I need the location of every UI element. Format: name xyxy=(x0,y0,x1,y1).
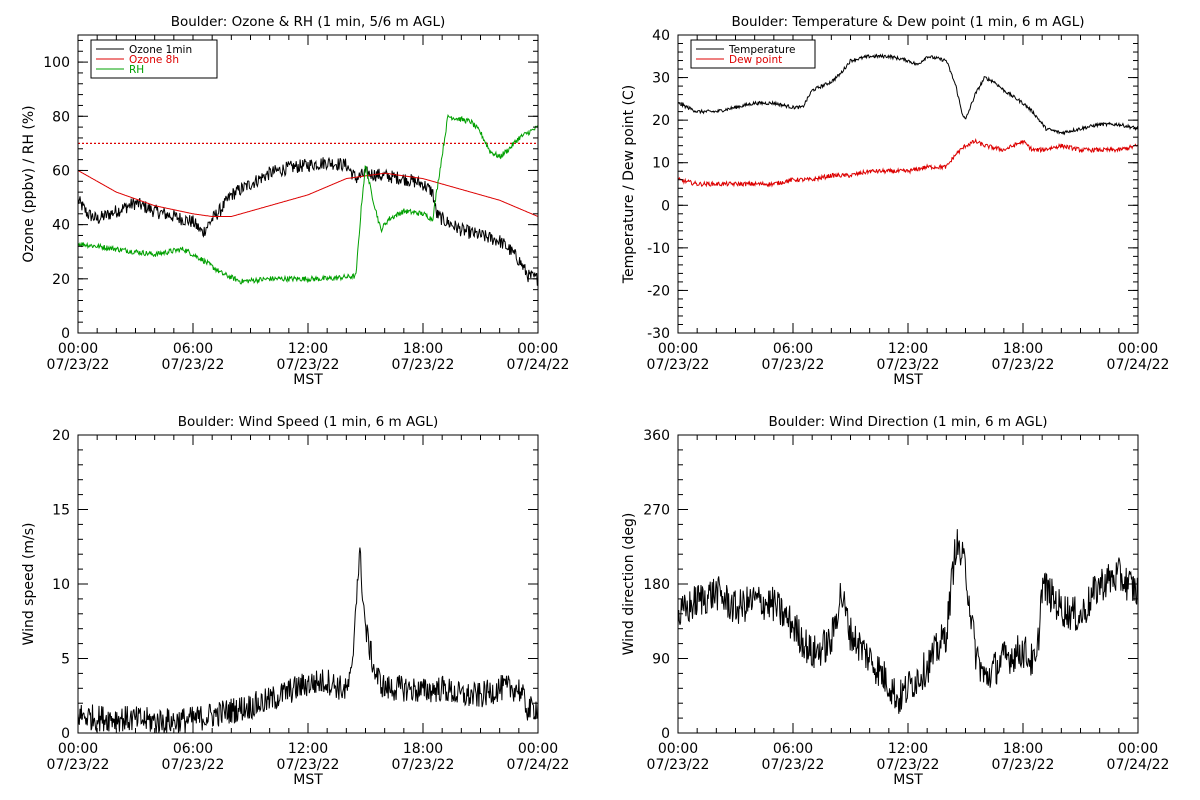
series-line-0 xyxy=(677,53,1139,136)
y-tick-label: 5 xyxy=(61,652,70,668)
x-tick-label-time: 12:00 xyxy=(888,741,928,757)
y-axis-label: Wind speed (m/s) xyxy=(21,523,37,646)
y-tick-label: 0 xyxy=(61,326,70,342)
x-tick-label-time: 00:00 xyxy=(518,741,558,757)
y-tick-label: -30 xyxy=(647,326,670,342)
x-tick-label-date: 07/23/22 xyxy=(392,357,455,373)
x-tick-label-date: 07/24/22 xyxy=(507,757,570,773)
series-line-2 xyxy=(78,113,539,285)
chart-title: Boulder: Wind Speed (1 min, 6 m AGL) xyxy=(178,414,438,430)
chart-panel-0: Boulder: Ozone & RH (1 min, 5/6 m AGL) 0 2… xyxy=(21,14,569,388)
y-axis-label: Temperature / Dew point (C) xyxy=(621,85,637,284)
x-tick-label-date: 07/23/22 xyxy=(647,757,710,773)
y-tick-label: 40 xyxy=(652,28,670,44)
x-axis-label: MST xyxy=(293,372,323,388)
y-axis-label: Ozone (ppbv) / RH (%) xyxy=(21,105,37,262)
x-tick-label-time: 00:00 xyxy=(58,741,98,757)
y-tick-label: 0 xyxy=(661,726,670,742)
y-tick-label: 270 xyxy=(643,503,670,519)
legend-label: Temperature xyxy=(728,44,796,56)
y-tick-label: 10 xyxy=(52,577,70,593)
legend-label: Ozone 8h xyxy=(129,54,179,66)
x-tick-label-time: 18:00 xyxy=(403,341,443,357)
x-tick-label-time: 12:00 xyxy=(888,341,928,357)
x-tick-label-date: 07/23/22 xyxy=(992,357,1055,373)
series-line-1 xyxy=(677,138,1139,188)
y-tick-label: 360 xyxy=(643,428,670,444)
x-tick-label-date: 07/23/22 xyxy=(162,757,225,773)
y-axis-label: Wind direction (deg) xyxy=(621,513,637,656)
x-tick-label-date: 07/23/22 xyxy=(277,757,340,773)
legend-label: Ozone 1min xyxy=(129,44,192,56)
x-tick-label-date: 07/23/22 xyxy=(47,357,110,373)
y-tick-label: 0 xyxy=(661,198,670,214)
x-tick-label-time: 00:00 xyxy=(58,341,98,357)
x-tick-label-time: 00:00 xyxy=(1118,341,1158,357)
x-tick-label-time: 00:00 xyxy=(658,741,698,757)
x-tick-label-date: 07/23/22 xyxy=(162,357,225,373)
y-tick-label: 100 xyxy=(43,55,70,71)
y-tick-label: 10 xyxy=(652,156,670,172)
series-line-0 xyxy=(677,529,1139,714)
y-tick-label: 20 xyxy=(52,272,70,288)
chart-title: Boulder: Wind Direction (1 min, 6 m AGL) xyxy=(768,414,1047,430)
x-tick-label-time: 06:00 xyxy=(173,741,213,757)
x-axis-label: MST xyxy=(293,772,323,788)
y-tick-label: 20 xyxy=(52,428,70,444)
x-tick-label-time: 18:00 xyxy=(1003,741,1043,757)
x-tick-label-time: 06:00 xyxy=(773,741,813,757)
plot-frame xyxy=(77,34,539,334)
x-tick-label-date: 07/24/22 xyxy=(1107,757,1170,773)
x-tick-label-date: 07/23/22 xyxy=(277,357,340,373)
chart-panel-3: Boulder: Wind Direction (1 min, 6 m AGL)… xyxy=(621,414,1169,788)
y-tick-label: -20 xyxy=(647,283,670,299)
y-tick-label: 180 xyxy=(643,577,670,593)
chart-panel-2: Boulder: Wind Speed (1 min, 6 m AGL) 0 5 10… xyxy=(21,414,569,788)
x-tick-label-date: 07/24/22 xyxy=(507,357,570,373)
x-tick-label-date: 07/23/22 xyxy=(877,757,940,773)
x-tick-label-date: 07/23/22 xyxy=(992,757,1055,773)
x-tick-label-date: 07/24/22 xyxy=(1107,357,1170,373)
y-tick-label: 20 xyxy=(652,113,670,129)
y-tick-label: 90 xyxy=(652,652,670,668)
plot-frame xyxy=(77,434,539,734)
plot-frame xyxy=(677,34,1139,334)
legend-label: RH xyxy=(129,64,144,76)
x-tick-label-time: 12:00 xyxy=(288,741,328,757)
x-tick-label-time: 06:00 xyxy=(773,341,813,357)
y-tick-label: 15 xyxy=(52,503,70,519)
chart-title: Boulder: Temperature & Dew point (1 min,… xyxy=(732,14,1085,30)
x-tick-label-time: 00:00 xyxy=(1118,741,1158,757)
y-tick-label: -10 xyxy=(647,241,670,257)
chart-title: Boulder: Ozone & RH (1 min, 5/6 m AGL) xyxy=(171,14,446,30)
series-line-0 xyxy=(77,547,539,734)
legend-box xyxy=(690,39,816,69)
series-line-1 xyxy=(77,170,539,217)
x-axis-label: MST xyxy=(893,772,923,788)
x-tick-label-date: 07/23/22 xyxy=(877,357,940,373)
series-line-0 xyxy=(77,156,539,287)
x-tick-label-date: 07/23/22 xyxy=(762,757,825,773)
y-tick-label: 40 xyxy=(52,218,70,234)
y-tick-label: 60 xyxy=(52,163,70,179)
y-tick-label: 30 xyxy=(652,71,670,87)
x-tick-label-date: 07/23/22 xyxy=(392,757,455,773)
y-tick-label: 80 xyxy=(52,109,70,125)
x-tick-label-date: 07/23/22 xyxy=(762,357,825,373)
legend-label: Dew point xyxy=(729,54,782,66)
x-tick-label-time: 18:00 xyxy=(1003,341,1043,357)
chart-panel-1: Boulder: Temperature & Dew point (1 min,… xyxy=(621,14,1169,388)
y-tick-label: 0 xyxy=(61,726,70,742)
x-tick-label-time: 18:00 xyxy=(403,741,443,757)
x-tick-label-time: 00:00 xyxy=(518,341,558,357)
x-tick-label-time: 06:00 xyxy=(173,341,213,357)
x-tick-label-date: 07/23/22 xyxy=(647,357,710,373)
x-axis-label: MST xyxy=(893,372,923,388)
x-tick-label-time: 00:00 xyxy=(658,341,698,357)
x-tick-label-time: 12:00 xyxy=(288,341,328,357)
x-tick-label-date: 07/23/22 xyxy=(47,757,110,773)
